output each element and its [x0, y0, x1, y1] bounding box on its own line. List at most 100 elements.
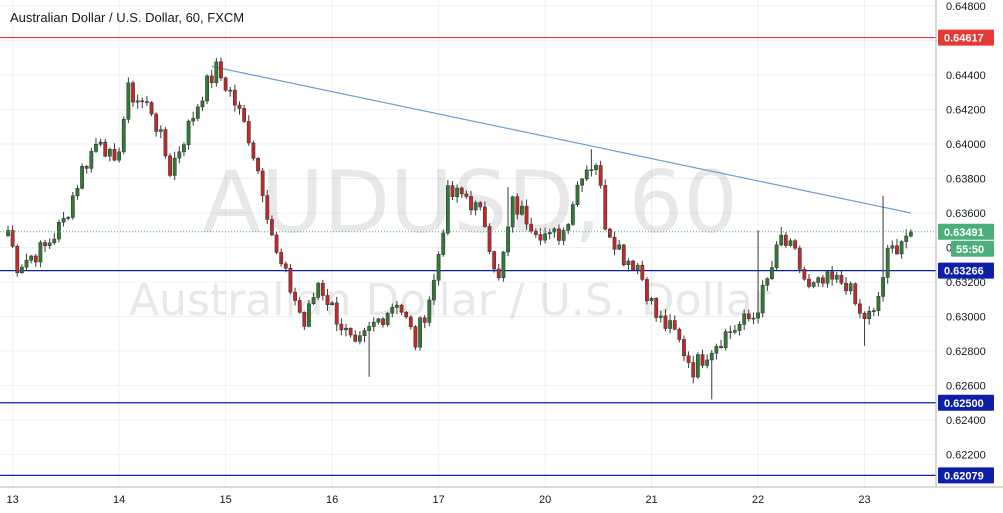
candle-up: [594, 165, 598, 171]
candle-up: [885, 247, 890, 278]
candle-up: [367, 326, 372, 331]
candle-down: [297, 300, 302, 313]
candle-up: [362, 330, 367, 336]
candle-up: [117, 151, 122, 161]
candle-up: [19, 266, 24, 274]
time-tick-label: 21: [645, 494, 657, 506]
candle-up: [6, 230, 10, 236]
candle-up: [899, 241, 904, 255]
candle-up: [765, 278, 770, 286]
candle-up: [121, 118, 126, 153]
candle-down: [797, 247, 802, 270]
candle-down: [728, 331, 733, 333]
candle-down: [149, 102, 154, 115]
candle-up: [307, 303, 311, 327]
candle-up: [695, 354, 700, 378]
candle-up: [395, 304, 399, 308]
price-tick-label: 0.63800: [946, 174, 986, 186]
time-tick-label: 20: [539, 494, 551, 506]
candle-up: [617, 244, 622, 250]
candle-down: [260, 170, 265, 196]
candle-down: [557, 228, 561, 241]
candle-up: [520, 205, 524, 215]
countdown-label: 55:50: [956, 244, 984, 256]
price-tick-label: 0.63000: [946, 312, 986, 324]
candle-up: [432, 279, 436, 301]
candle-up: [357, 335, 362, 342]
candle-down: [237, 104, 242, 109]
candle-down: [783, 234, 788, 246]
candle-down: [700, 354, 705, 366]
candle-up: [575, 184, 580, 205]
price-tick-label: 0.62600: [946, 381, 986, 393]
candle-down: [482, 206, 487, 227]
candle-up: [376, 318, 381, 323]
trendline-layer: [211, 65, 911, 214]
candle-down: [487, 226, 492, 252]
candle-down: [348, 327, 353, 336]
level-tag-box: [938, 394, 994, 411]
watermark-description: Australian Dollar / U.S. Dollar: [129, 275, 772, 326]
candle-down: [140, 100, 145, 103]
candle-up: [75, 187, 80, 197]
time-tick-label: 22: [752, 494, 764, 506]
candle-up: [825, 271, 830, 284]
candle-up: [770, 267, 774, 279]
candle-up: [561, 230, 566, 241]
candle-down: [279, 252, 284, 265]
time-axis-ticks: 13 14 15 16 17 20 21 22 23: [7, 494, 871, 506]
candle-up: [436, 254, 441, 281]
candle-up: [774, 244, 779, 268]
candle-down: [820, 277, 825, 284]
current-price-tag-box: [938, 223, 994, 240]
candle-down: [844, 282, 848, 292]
candle-up: [455, 187, 460, 197]
candle-up: [709, 352, 714, 361]
candle-down: [232, 89, 237, 106]
chart-title: Australian Dollar / U.S. Dollar, 60, FXC…: [10, 10, 244, 25]
candle-up: [867, 311, 872, 320]
candle-down: [112, 148, 117, 161]
candle-down: [145, 101, 149, 103]
candle-down: [830, 271, 835, 280]
candle-up: [344, 327, 348, 331]
candle-up: [158, 129, 163, 132]
candle-up: [751, 317, 756, 320]
candle-up: [186, 120, 191, 146]
price-tick-label: 0.62800: [946, 346, 986, 358]
candle-up: [61, 218, 66, 223]
candle-down: [645, 279, 649, 302]
candle-up: [871, 310, 876, 312]
time-axis-pane[interactable]: [0, 487, 936, 513]
time-tick-label: 15: [219, 494, 231, 506]
candle-down: [274, 234, 279, 253]
level-tag-label: 0.64617: [944, 33, 984, 45]
candle-up: [756, 312, 760, 319]
candle-up: [182, 144, 186, 153]
candle-up: [668, 320, 672, 329]
candle-up: [779, 234, 784, 246]
candle-up: [788, 240, 793, 246]
candle-up: [441, 232, 446, 255]
candle-up: [228, 89, 233, 92]
candle-up: [385, 312, 390, 325]
candle-down: [408, 316, 413, 327]
candle-down: [839, 274, 844, 284]
candle-down: [598, 165, 603, 186]
candle-up: [501, 251, 506, 279]
candle-up: [94, 143, 98, 152]
time-tick-label: 16: [326, 494, 338, 506]
candle-down: [853, 283, 858, 305]
candle-up: [371, 321, 376, 327]
price-tick-label: 0.64200: [946, 105, 986, 117]
candle-up: [742, 313, 747, 325]
candle-down: [607, 228, 612, 238]
level-tag-box: [938, 467, 994, 484]
candle-up: [760, 284, 765, 314]
candle-down: [612, 236, 617, 250]
candle-down: [325, 295, 330, 306]
candle-down: [223, 77, 228, 91]
price-axis-ticks: 0.648000.646000.644000.642000.640000.638…: [946, 1, 986, 462]
candle-down: [459, 187, 464, 195]
